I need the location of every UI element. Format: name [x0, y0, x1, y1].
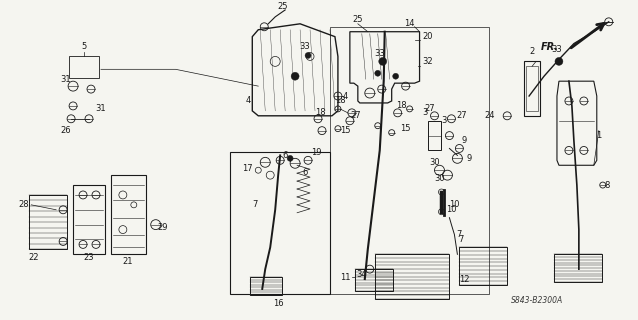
Text: 33: 33	[375, 49, 385, 58]
Text: 9: 9	[467, 154, 472, 163]
Text: 10: 10	[446, 205, 457, 214]
Circle shape	[392, 73, 399, 79]
Bar	[459, 247, 507, 285]
Circle shape	[375, 70, 381, 76]
Text: 3: 3	[422, 108, 427, 117]
Text: 11: 11	[339, 273, 350, 282]
Text: 22: 22	[28, 253, 38, 262]
Bar	[526, 66, 538, 111]
Text: 31: 31	[61, 75, 71, 84]
Text: 26: 26	[61, 126, 71, 135]
Bar	[554, 254, 602, 282]
Text: 6: 6	[302, 168, 308, 177]
Text: 27: 27	[456, 111, 466, 120]
Text: 15: 15	[401, 124, 411, 133]
Text: 8: 8	[604, 180, 609, 189]
Text: 7: 7	[459, 235, 464, 244]
Text: 6: 6	[283, 151, 288, 160]
Text: 19: 19	[311, 148, 322, 157]
Text: 16: 16	[273, 299, 283, 308]
Text: 32: 32	[422, 57, 433, 66]
Text: 27: 27	[424, 104, 435, 113]
Text: 7: 7	[253, 200, 258, 209]
Bar	[524, 61, 540, 116]
Text: FR.: FR.	[541, 42, 559, 52]
Text: 17: 17	[242, 164, 253, 173]
Text: 9: 9	[462, 136, 467, 145]
Text: 24: 24	[484, 111, 494, 120]
Bar	[230, 152, 330, 294]
Text: 12: 12	[459, 275, 470, 284]
Bar	[427, 121, 441, 150]
Text: 28: 28	[18, 200, 29, 209]
Text: 14: 14	[404, 19, 415, 28]
Text: 4: 4	[342, 92, 348, 100]
Bar	[69, 56, 99, 78]
Text: 20: 20	[422, 32, 433, 41]
Text: 10: 10	[449, 200, 459, 209]
Text: 2: 2	[530, 47, 535, 56]
Text: 7: 7	[457, 230, 462, 239]
Circle shape	[287, 156, 293, 161]
Text: 3: 3	[441, 116, 447, 125]
Circle shape	[555, 57, 563, 65]
Circle shape	[291, 72, 299, 80]
Bar	[330, 27, 489, 294]
Text: 30: 30	[429, 158, 440, 167]
Text: 5: 5	[82, 42, 87, 51]
Text: 18: 18	[315, 108, 325, 117]
Text: 29: 29	[158, 223, 168, 232]
Text: 18: 18	[334, 96, 345, 106]
Text: 4: 4	[246, 96, 251, 106]
Text: 27: 27	[350, 111, 361, 120]
Text: 33: 33	[552, 45, 562, 54]
Text: 33: 33	[300, 42, 311, 51]
Bar	[29, 195, 67, 249]
Text: 15: 15	[339, 126, 350, 135]
Text: 25: 25	[353, 15, 363, 24]
Bar	[111, 175, 145, 254]
Circle shape	[379, 57, 387, 65]
Text: 23: 23	[84, 253, 94, 262]
Circle shape	[305, 52, 311, 59]
Bar	[250, 277, 282, 295]
Bar	[375, 254, 449, 299]
Text: 21: 21	[122, 257, 133, 266]
Text: 30: 30	[434, 174, 445, 183]
Text: 25: 25	[277, 3, 287, 12]
Text: 31: 31	[96, 104, 107, 113]
Text: 18: 18	[396, 101, 407, 110]
Bar	[355, 269, 392, 291]
Text: 34: 34	[357, 269, 367, 279]
Bar	[73, 185, 105, 254]
Text: S843-B2300A: S843-B2300A	[511, 296, 563, 305]
Text: 1: 1	[596, 131, 602, 140]
